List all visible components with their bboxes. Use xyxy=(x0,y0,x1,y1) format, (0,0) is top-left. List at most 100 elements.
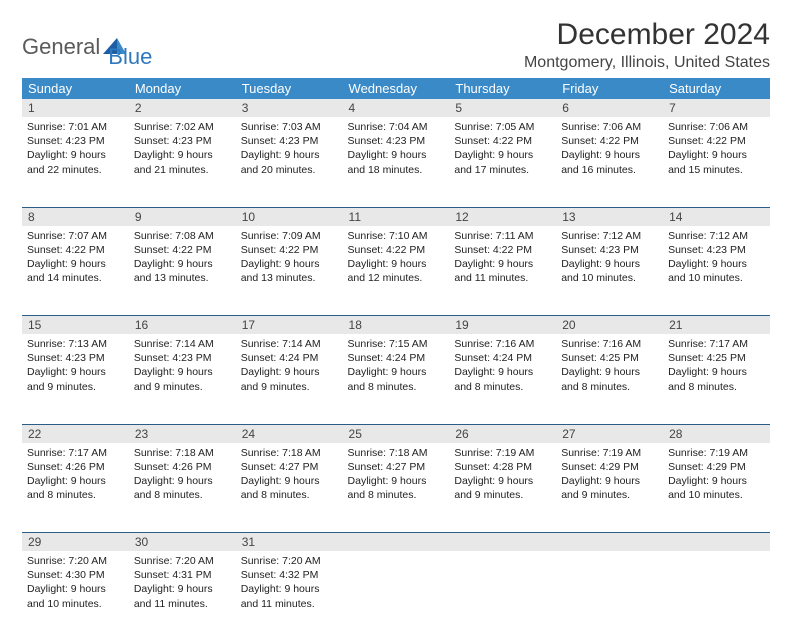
day-number: 5 xyxy=(449,99,556,117)
daylight-line: Daylight: 9 hours and 21 minutes. xyxy=(134,148,231,176)
sunset-line: Sunset: 4:23 PM xyxy=(241,134,338,148)
day-number-row: 15161718192021 xyxy=(22,316,770,335)
sunrise-line: Sunrise: 7:09 AM xyxy=(241,229,338,243)
daylight-line: Daylight: 9 hours and 9 minutes. xyxy=(27,365,124,393)
sunrise-line: Sunrise: 7:12 AM xyxy=(561,229,658,243)
daylight-line: Daylight: 9 hours and 13 minutes. xyxy=(241,257,338,285)
sunrise-line: Sunrise: 7:04 AM xyxy=(348,120,445,134)
day-cell: Sunrise: 7:08 AMSunset: 4:22 PMDaylight:… xyxy=(129,226,236,316)
day-details: Sunrise: 7:16 AMSunset: 4:24 PMDaylight:… xyxy=(449,334,556,399)
sunrise-line: Sunrise: 7:02 AM xyxy=(134,120,231,134)
sunset-line: Sunset: 4:24 PM xyxy=(454,351,551,365)
week-row: Sunrise: 7:07 AMSunset: 4:22 PMDaylight:… xyxy=(22,226,770,316)
calendar-table: SundayMondayTuesdayWednesdayThursdayFrid… xyxy=(22,78,770,641)
day-cell: Sunrise: 7:17 AMSunset: 4:26 PMDaylight:… xyxy=(22,443,129,533)
day-number: 19 xyxy=(449,316,556,334)
sunrise-line: Sunrise: 7:18 AM xyxy=(134,446,231,460)
sunrise-line: Sunrise: 7:01 AM xyxy=(27,120,124,134)
day-details: Sunrise: 7:03 AMSunset: 4:23 PMDaylight:… xyxy=(236,117,343,182)
sunset-line: Sunset: 4:26 PM xyxy=(134,460,231,474)
daylight-line: Daylight: 9 hours and 16 minutes. xyxy=(561,148,658,176)
day-number: 26 xyxy=(449,425,556,443)
day-number xyxy=(343,533,450,551)
day-details: Sunrise: 7:19 AMSunset: 4:29 PMDaylight:… xyxy=(663,443,770,508)
day-details: Sunrise: 7:16 AMSunset: 4:25 PMDaylight:… xyxy=(556,334,663,399)
day-number: 15 xyxy=(22,316,129,334)
day-details: Sunrise: 7:14 AMSunset: 4:23 PMDaylight:… xyxy=(129,334,236,399)
day-number: 4 xyxy=(343,99,450,117)
sunrise-line: Sunrise: 7:10 AM xyxy=(348,229,445,243)
daylight-line: Daylight: 9 hours and 9 minutes. xyxy=(454,474,551,502)
day-cell xyxy=(449,551,556,641)
daylight-line: Daylight: 9 hours and 8 minutes. xyxy=(561,365,658,393)
sunset-line: Sunset: 4:23 PM xyxy=(134,134,231,148)
day-cell: Sunrise: 7:07 AMSunset: 4:22 PMDaylight:… xyxy=(22,226,129,316)
daylight-line: Daylight: 9 hours and 13 minutes. xyxy=(134,257,231,285)
day-cell: Sunrise: 7:12 AMSunset: 4:23 PMDaylight:… xyxy=(663,226,770,316)
day-number: 9 xyxy=(129,208,236,226)
sunrise-line: Sunrise: 7:20 AM xyxy=(241,554,338,568)
sunset-line: Sunset: 4:31 PM xyxy=(134,568,231,582)
sunrise-line: Sunrise: 7:14 AM xyxy=(134,337,231,351)
day-cell: Sunrise: 7:16 AMSunset: 4:24 PMDaylight:… xyxy=(449,334,556,424)
day-cell: Sunrise: 7:14 AMSunset: 4:23 PMDaylight:… xyxy=(129,334,236,424)
day-number: 1 xyxy=(22,99,129,117)
day-details: Sunrise: 7:20 AMSunset: 4:30 PMDaylight:… xyxy=(22,551,129,616)
sunset-line: Sunset: 4:28 PM xyxy=(454,460,551,474)
day-number: 30 xyxy=(129,533,236,551)
weekday-header: Friday xyxy=(556,78,663,99)
day-number: 28 xyxy=(663,425,770,443)
sunrise-line: Sunrise: 7:06 AM xyxy=(668,120,765,134)
day-details: Sunrise: 7:08 AMSunset: 4:22 PMDaylight:… xyxy=(129,226,236,291)
sunset-line: Sunset: 4:23 PM xyxy=(668,243,765,257)
month-title: December 2024 xyxy=(524,18,770,52)
sunrise-line: Sunrise: 7:18 AM xyxy=(241,446,338,460)
day-cell: Sunrise: 7:18 AMSunset: 4:26 PMDaylight:… xyxy=(129,443,236,533)
title-block: December 2024 Montgomery, Illinois, Unit… xyxy=(524,18,770,72)
day-cell: Sunrise: 7:17 AMSunset: 4:25 PMDaylight:… xyxy=(663,334,770,424)
day-cell: Sunrise: 7:09 AMSunset: 4:22 PMDaylight:… xyxy=(236,226,343,316)
weekday-header-row: SundayMondayTuesdayWednesdayThursdayFrid… xyxy=(22,78,770,99)
day-cell: Sunrise: 7:18 AMSunset: 4:27 PMDaylight:… xyxy=(236,443,343,533)
sunrise-line: Sunrise: 7:17 AM xyxy=(668,337,765,351)
day-cell: Sunrise: 7:19 AMSunset: 4:29 PMDaylight:… xyxy=(663,443,770,533)
day-details: Sunrise: 7:01 AMSunset: 4:23 PMDaylight:… xyxy=(22,117,129,182)
sunrise-line: Sunrise: 7:12 AM xyxy=(668,229,765,243)
sunrise-line: Sunrise: 7:15 AM xyxy=(348,337,445,351)
day-cell: Sunrise: 7:05 AMSunset: 4:22 PMDaylight:… xyxy=(449,117,556,207)
daylight-line: Daylight: 9 hours and 8 minutes. xyxy=(454,365,551,393)
day-number: 17 xyxy=(236,316,343,334)
week-row: Sunrise: 7:20 AM Sunset: 4:30 PM Daylight:… xyxy=(22,551,770,641)
weekday-header: Thursday xyxy=(449,78,556,99)
daylight-line: Daylight: 9 hours and 8 minutes. xyxy=(241,474,338,502)
day-number-row: 22232425262728 xyxy=(22,424,770,443)
day-cell: Sunrise: 7:01 AMSunset: 4:23 PMDaylight:… xyxy=(22,117,129,207)
day-number: 8 xyxy=(22,208,129,226)
daylight-line: Daylight: 9 hours and 9 minutes. xyxy=(241,365,338,393)
day-number: 3 xyxy=(236,99,343,117)
day-details: Sunrise: 7:06 AMSunset: 4:22 PMDaylight:… xyxy=(556,117,663,182)
day-details: Sunrise: 7:18 AMSunset: 4:27 PMDaylight:… xyxy=(236,443,343,508)
sunset-line: Sunset: 4:30 PM xyxy=(27,568,124,582)
day-number xyxy=(556,533,663,551)
daylight-line: Daylight: 9 hours and 8 minutes. xyxy=(348,474,445,502)
day-details: Sunrise: 7:12 AMSunset: 4:23 PMDaylight:… xyxy=(663,226,770,291)
day-cell: Sunrise: 7:18 AMSunset: 4:27 PMDaylight:… xyxy=(343,443,450,533)
day-details xyxy=(343,551,450,559)
day-details: Sunrise: 7:19 AMSunset: 4:28 PMDaylight:… xyxy=(449,443,556,508)
day-cell xyxy=(343,551,450,641)
daylight-line: Daylight: 9 hours and 11 minutes. xyxy=(454,257,551,285)
day-details: Sunrise: 7:12 AMSunset: 4:23 PMDaylight:… xyxy=(556,226,663,291)
day-number: 11 xyxy=(343,208,450,226)
daylight-line: Daylight: 9 hours and 11 minutes. xyxy=(241,582,338,610)
sunrise-line: Sunrise: 7:07 AM xyxy=(27,229,124,243)
day-cell: Sunrise: 7:20 AMSunset: 4:31 PMDaylight:… xyxy=(129,551,236,641)
sunset-line: Sunset: 4:25 PM xyxy=(668,351,765,365)
logo: General Blue xyxy=(22,24,152,70)
daylight-line: Daylight: 9 hours and 10 minutes. xyxy=(561,257,658,285)
weekday-header: Tuesday xyxy=(236,78,343,99)
daylight-line: Daylight: 9 hours and 10 minutes. xyxy=(668,257,765,285)
sunrise-line: Sunrise: 7:20 AM xyxy=(134,554,231,568)
sunset-line: Sunset: 4:24 PM xyxy=(348,351,445,365)
day-number: 27 xyxy=(556,425,663,443)
